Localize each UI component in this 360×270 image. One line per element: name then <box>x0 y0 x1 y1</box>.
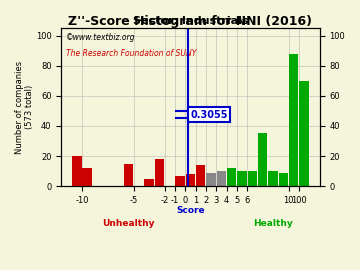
Bar <box>217 171 226 186</box>
Bar <box>72 156 81 186</box>
Bar <box>155 159 164 186</box>
Text: The Research Foundation of SUNY: The Research Foundation of SUNY <box>67 49 197 58</box>
X-axis label: Score: Score <box>176 206 205 215</box>
Bar <box>289 54 298 186</box>
Text: Healthy: Healthy <box>253 220 293 228</box>
Bar <box>299 81 309 186</box>
Text: 0.3055: 0.3055 <box>190 110 228 120</box>
Title: Z''-Score Histogram for NNI (2016): Z''-Score Histogram for NNI (2016) <box>68 15 312 28</box>
Y-axis label: Number of companies
(573 total): Number of companies (573 total) <box>15 60 35 154</box>
Bar <box>279 173 288 186</box>
Bar <box>82 168 92 186</box>
Bar <box>175 176 185 186</box>
Text: Sector: Industrials: Sector: Industrials <box>132 16 248 26</box>
Bar <box>268 171 278 186</box>
Bar <box>196 165 206 186</box>
Text: ©www.textbiz.org: ©www.textbiz.org <box>67 33 136 42</box>
Bar <box>123 164 133 186</box>
Bar <box>258 133 267 186</box>
Bar <box>248 171 257 186</box>
Bar <box>237 171 247 186</box>
Bar <box>227 168 237 186</box>
Text: Unhealthy: Unhealthy <box>102 220 155 228</box>
Bar <box>206 173 216 186</box>
Bar <box>144 179 154 186</box>
Bar <box>186 174 195 186</box>
